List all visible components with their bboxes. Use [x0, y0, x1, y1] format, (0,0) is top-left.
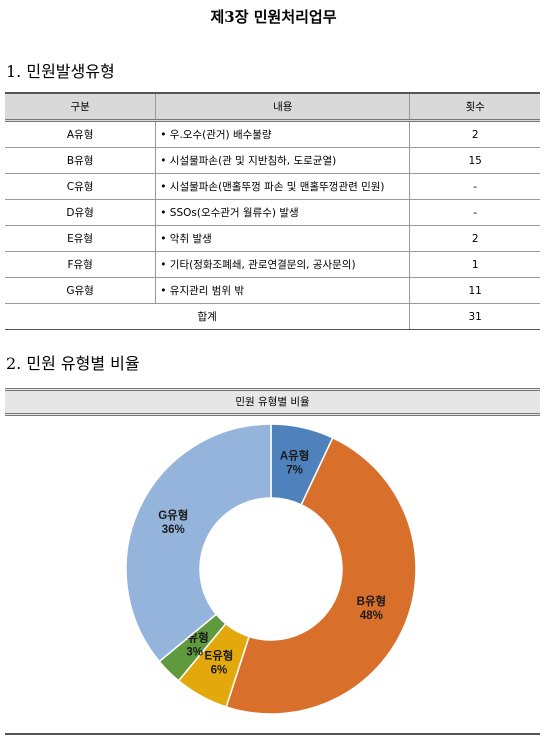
table-cell: • 악취 발생 — [155, 225, 410, 252]
section-heading: 1. 민원발생유형 — [6, 62, 115, 81]
slice-category: E유형 — [205, 649, 234, 663]
slice-category: B유형 — [357, 594, 386, 608]
complaint-table: 구분 내용 횟수 A유형 • 우.오수(관거) 배수불량 2 B유형 • 시설물파손(관 및… — [5, 92, 540, 330]
total-label: 합계 — [5, 303, 410, 330]
table-body: A유형 • 우.오수(관거) 배수불량 2 B유형 • 시설물파손(관 및 지반침하, … — [5, 120, 540, 330]
slice-value-label: 36% — [162, 524, 185, 536]
donut-slice — [225, 436, 417, 715]
doc-title: 제3장 민원처리업무 — [210, 8, 337, 26]
table-cell: A유형 — [5, 120, 156, 148]
table-cell: G유형 — [5, 277, 156, 304]
column-header: 횟수 — [409, 92, 540, 122]
table-cell: • 유지관리 범위 밖 — [155, 277, 410, 304]
table-row: E유형 • 악취 발생 2 — [5, 225, 540, 252]
total-value: 31 — [409, 303, 540, 330]
slice-value-label: 3% — [186, 646, 203, 658]
table-row: F유형 • 기타(정화조폐쇄, 관로연결문의, 공사문의) 1 — [5, 251, 540, 278]
table-cell: • 시설물파손(관 및 지반침하, 도로균열) — [155, 147, 410, 174]
slice-value-label: 7% — [286, 465, 303, 477]
slice-value-label: 48% — [360, 610, 383, 622]
table-cell: - — [409, 173, 540, 200]
table-cell: - — [409, 199, 540, 226]
table-cell: B유형 — [5, 147, 156, 174]
table-cell: 2 — [409, 225, 540, 252]
table-row: D유형 • SSOs(오수관거 월류수) 발생 - — [5, 199, 540, 226]
table-cell: 1 — [409, 251, 540, 278]
table-row: B유형 • 시설물파손(관 및 지반침하, 도로균열) 15 — [5, 147, 540, 174]
table-cell: • 우.오수(관거) 배수불량 — [155, 120, 410, 148]
slice-category: G유형 — [158, 508, 188, 522]
slice-category: A유형 — [280, 449, 309, 463]
table-cell: • 기타(정화조폐쇄, 관로연결문의, 공사문의) — [155, 251, 410, 278]
table-row: C유형 • 시설물파손(맨홀뚜껑 파손 및 맨홀뚜껑관련 민원) - — [5, 173, 540, 200]
column-header: 내용 — [155, 92, 410, 122]
table-row: G유형 • 유지관리 범위 밖 11 — [5, 277, 540, 304]
header-row: 구분 내용 횟수 — [5, 92, 540, 122]
chart-title: 민원 유형별 비율 — [5, 388, 540, 416]
donut-slice — [125, 423, 272, 663]
total-row: 합계 31 — [5, 303, 540, 330]
table-cell: C유형 — [5, 173, 156, 200]
slice-value-label: 6% — [211, 665, 228, 677]
table-cell: E유형 — [5, 225, 156, 252]
table-cell: F유형 — [5, 251, 156, 278]
rule — [5, 733, 540, 735]
table-cell: 15 — [409, 147, 540, 174]
table-cell: • 시설물파손(맨홀뚜껑 파손 및 맨홀뚜껑관련 민원) — [155, 173, 410, 200]
table-cell: 11 — [409, 277, 540, 304]
table-cell: D유형 — [5, 199, 156, 226]
column-header: 구분 — [5, 92, 156, 122]
section-heading: 2. 민원 유형별 비율 — [6, 354, 140, 373]
table-row: A유형 • 우.오수(관거) 배수불량 2 — [5, 120, 540, 148]
table-cell: 2 — [409, 120, 540, 148]
table-cell: • SSOs(오수관거 월류수) 발생 — [155, 199, 410, 226]
